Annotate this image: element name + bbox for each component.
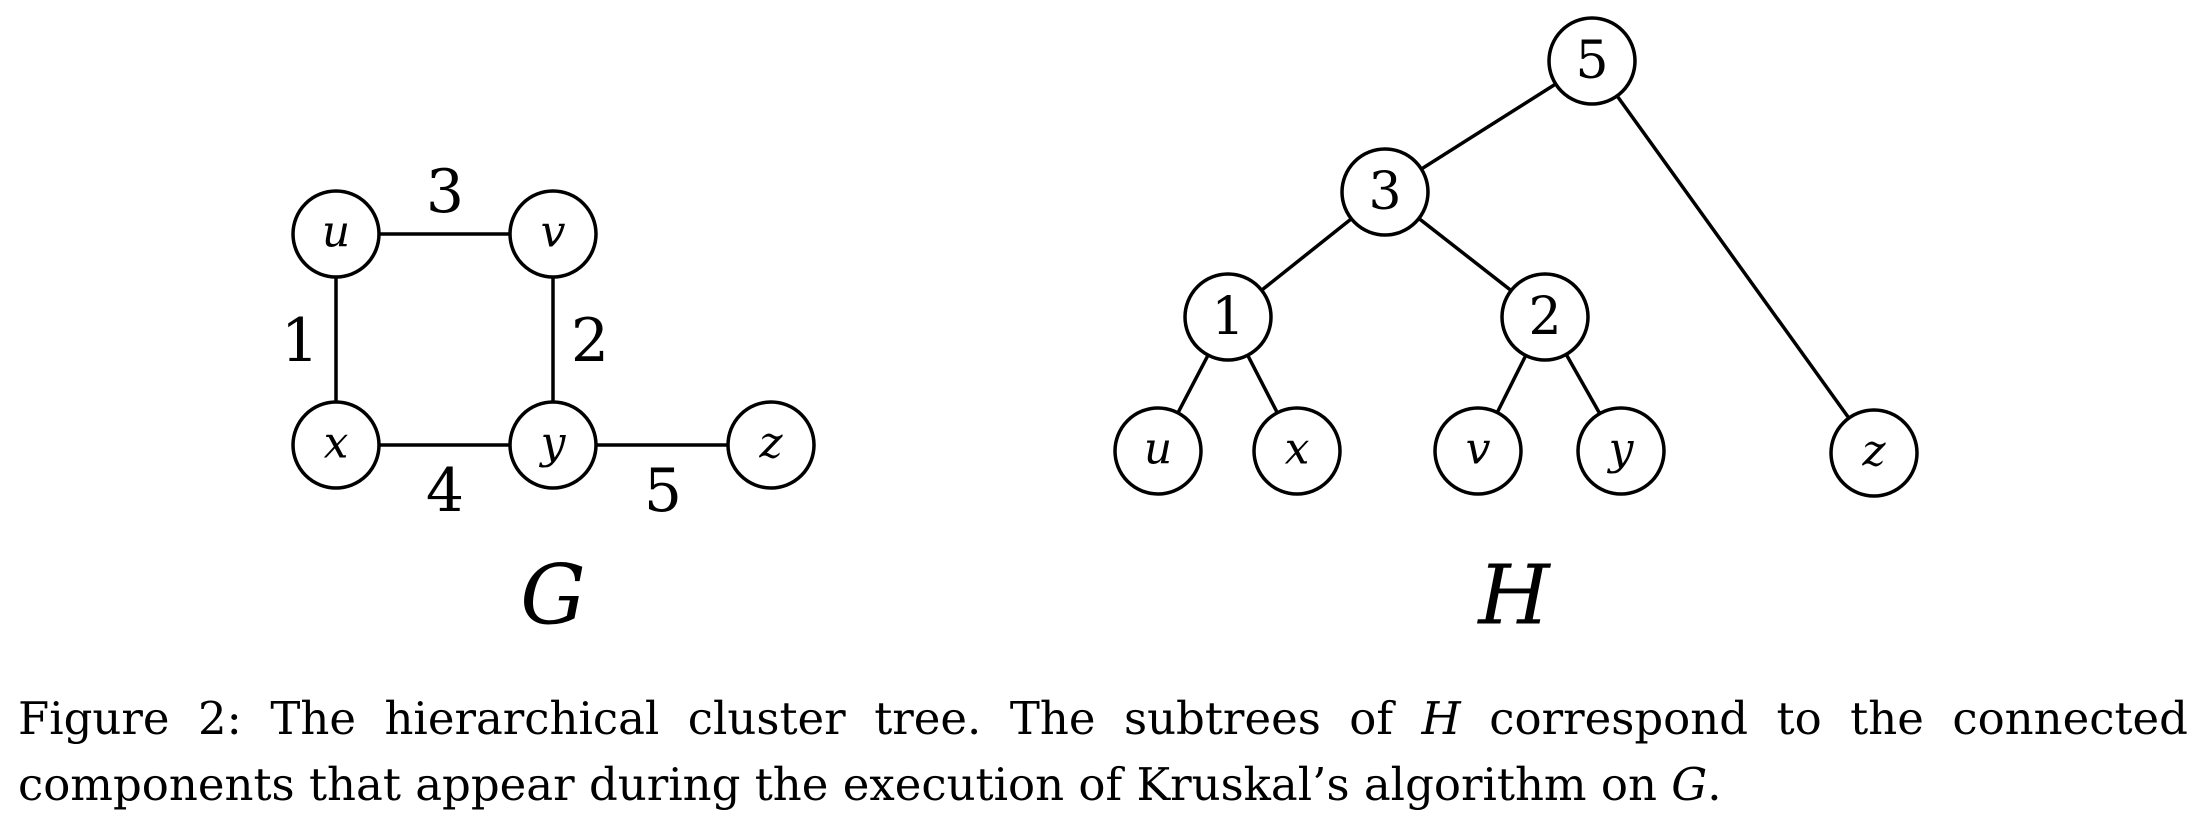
edge-weight-u-v: 3 <box>426 157 464 227</box>
caption-text-3: . <box>1707 758 1722 811</box>
edge-weight-x-y: 4 <box>426 456 464 526</box>
tree-h: 5 3 1 2 u x v y <box>1113 16 1919 641</box>
g-node-v: v <box>508 189 598 279</box>
graph-g-name: G <box>520 549 586 641</box>
svg-text:x: x <box>324 418 349 469</box>
h-node-1: 1 <box>1183 272 1273 362</box>
edge-weight-u-x: 1 <box>281 306 319 376</box>
caption-text-2: correspond to the connected components t… <box>18 692 2188 811</box>
h-leaf-x: x <box>1252 406 1342 496</box>
tree-h-name: H <box>1476 549 1551 641</box>
caption-h-symbol: H <box>1421 692 1461 745</box>
tree-edge-5-z <box>1590 59 1876 455</box>
svg-text:v: v <box>541 207 566 258</box>
svg-text:y: y <box>539 418 567 469</box>
g-node-y: y <box>508 400 598 490</box>
h-leaf-u: u <box>1113 406 1203 496</box>
svg-text:x: x <box>1285 424 1310 475</box>
svg-text:z: z <box>758 418 783 469</box>
caption-text-1: Figure 2: The hierarchical cluster tree.… <box>18 692 1422 745</box>
h-leaf-v: v <box>1433 406 1523 496</box>
caption-g-symbol: G <box>1671 758 1708 811</box>
svg-text:z: z <box>1861 426 1886 477</box>
h-node-2: 2 <box>1500 272 1590 362</box>
g-node-u: u <box>291 189 381 279</box>
figure-caption: Figure 2: The hierarchical cluster tree.… <box>18 686 2188 818</box>
h-node-5: 5 <box>1547 16 1637 106</box>
edge-weight-y-z: 5 <box>644 456 682 526</box>
svg-text:u: u <box>322 207 350 258</box>
svg-text:3: 3 <box>1368 162 1401 222</box>
svg-text:1: 1 <box>1211 287 1244 347</box>
h-node-3: 3 <box>1340 147 1430 237</box>
edge-weight-v-y: 2 <box>571 306 609 376</box>
h-leaf-z: z <box>1829 408 1919 498</box>
graph-g: 3 1 2 4 5 u v x y z G <box>281 157 816 641</box>
svg-text:y: y <box>1607 424 1635 475</box>
g-node-x: x <box>291 400 381 490</box>
cluster-tree-figure: 3 1 2 4 5 u v x y z G <box>281 16 1919 641</box>
svg-text:5: 5 <box>1575 31 1608 91</box>
svg-text:v: v <box>1466 424 1491 475</box>
svg-text:u: u <box>1144 424 1172 475</box>
svg-text:2: 2 <box>1528 287 1561 347</box>
g-node-z: z <box>726 400 816 490</box>
h-leaf-y: y <box>1576 406 1666 496</box>
